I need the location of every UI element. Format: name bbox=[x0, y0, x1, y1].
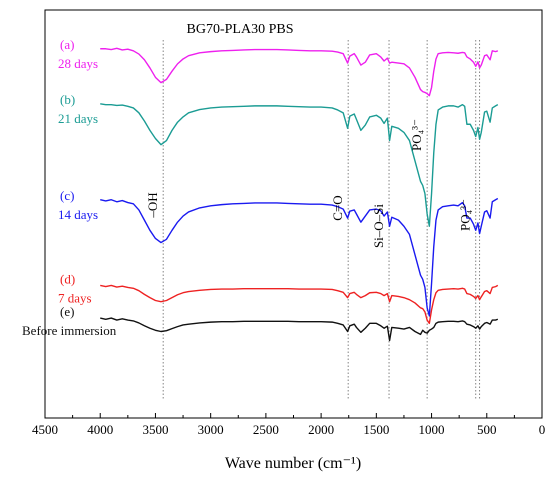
x-tick-label-8: 500 bbox=[477, 422, 497, 437]
series-label-3: 7 days bbox=[58, 290, 92, 305]
x-tick-label-5: 2000 bbox=[308, 422, 334, 437]
x-tick-label-1: 4000 bbox=[87, 422, 113, 437]
series-label-2: 14 days bbox=[58, 207, 98, 222]
x-tick-label-9: 0 bbox=[539, 422, 546, 437]
series-label-0: 28 days bbox=[58, 56, 98, 71]
reference-labels: –OH C=O Si–O–Si PO₄³⁻ PO₄³⁻ bbox=[145, 119, 473, 248]
series-letter-1: (b) bbox=[60, 92, 75, 107]
series-label-1: 21 days bbox=[58, 111, 98, 126]
reference-label-0: –OH bbox=[145, 192, 160, 218]
series-line-2 bbox=[100, 197, 499, 317]
series-line-3 bbox=[100, 284, 499, 325]
series-letter-0: (a) bbox=[60, 37, 74, 52]
reference-label-4: PO₄³⁻ bbox=[458, 199, 473, 231]
series-line-4 bbox=[100, 317, 499, 342]
x-tick-label-7: 1000 bbox=[419, 422, 445, 437]
series-letter-3: (d) bbox=[60, 271, 75, 286]
reference-label-3: PO₄³⁻ bbox=[409, 119, 424, 151]
series-letter-2: (c) bbox=[60, 188, 74, 203]
x-axis: 4500 4000 3500 3000 2500 2000 1500 1000 500 0 bbox=[32, 413, 545, 437]
series-line-0 bbox=[100, 47, 499, 97]
series-letter-4: (e) bbox=[60, 304, 74, 319]
x-tick-label-2: 3500 bbox=[142, 422, 168, 437]
series-line-1 bbox=[100, 103, 499, 227]
x-tick-label-4: 2500 bbox=[253, 422, 279, 437]
x-tick-label-3: 3000 bbox=[198, 422, 224, 437]
x-tick-label-6: 1500 bbox=[363, 422, 389, 437]
series-layer: (a) 28 days (b) 21 days (c) 14 days (d) 7 days(… bbox=[22, 37, 499, 342]
series-label-4: Before immersion bbox=[22, 323, 117, 338]
chart-title: BG70-PLA30 PBS bbox=[187, 22, 294, 37]
x-axis-label: Wave number (cm⁻¹) bbox=[225, 455, 361, 472]
reference-label-1: C=O bbox=[330, 195, 345, 220]
reference-label-2: Si–O–Si bbox=[371, 204, 386, 248]
x-tick-label-0: 4500 bbox=[32, 422, 58, 437]
reference-lines bbox=[162, 40, 481, 400]
